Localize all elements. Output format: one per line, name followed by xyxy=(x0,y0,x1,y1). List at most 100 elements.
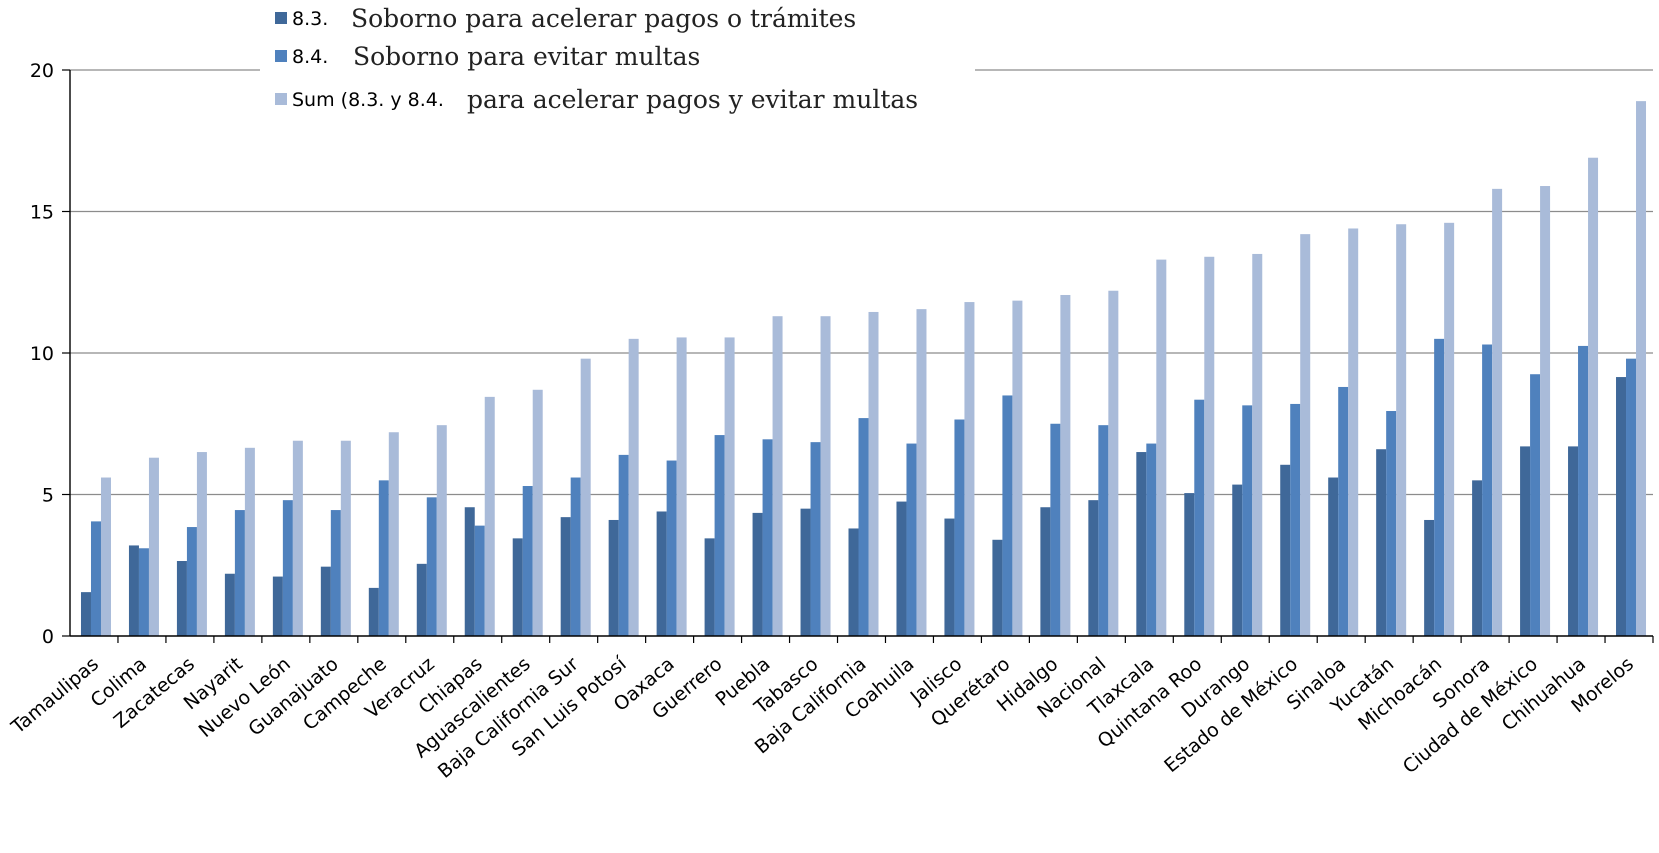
bar-8-3 xyxy=(1520,446,1531,636)
bar-8-4 xyxy=(618,454,629,636)
bar-8-3 xyxy=(512,538,523,636)
bar-sum xyxy=(1204,256,1215,636)
bar-8-3 xyxy=(1088,500,1099,636)
bar-sum xyxy=(1444,222,1455,636)
bar-8-4 xyxy=(762,439,773,636)
bar-8-4 xyxy=(330,510,341,636)
bar-sum xyxy=(1060,294,1071,636)
bar-8-3 xyxy=(1040,507,1051,636)
bar-8-4 xyxy=(810,442,821,636)
bar-8-4 xyxy=(858,418,869,636)
bar-sum xyxy=(340,440,351,636)
y-tick-label: 5 xyxy=(42,485,54,507)
bar-8-4 xyxy=(1338,386,1349,636)
bar-8-3 xyxy=(368,587,379,636)
bar-8-4 xyxy=(234,510,245,636)
bar-8-3 xyxy=(992,539,1003,636)
bar-8-3 xyxy=(1472,480,1483,636)
bar-8-4 xyxy=(1146,443,1157,636)
bar-sum xyxy=(580,358,591,636)
legend-swatch xyxy=(275,93,287,105)
bar-sum xyxy=(772,316,783,636)
bar-8-3 xyxy=(1376,449,1387,636)
bar-sum xyxy=(820,316,831,636)
bar-8-3 xyxy=(272,576,283,636)
legend-label: Soborno para acelerar pagos o trámites xyxy=(351,4,856,33)
bar-sum xyxy=(436,425,447,636)
bar-sum xyxy=(532,389,543,636)
bar-sum xyxy=(1492,188,1503,637)
bar-8-3 xyxy=(416,563,427,636)
bar-8-3 xyxy=(752,512,763,636)
bar-8-4 xyxy=(138,548,149,636)
bar-sum xyxy=(148,457,159,636)
bar-sum xyxy=(916,309,927,636)
bar-sum xyxy=(196,452,207,636)
bar-8-4 xyxy=(1482,344,1493,636)
bar-8-3 xyxy=(128,545,139,636)
bar-sum xyxy=(724,337,735,636)
bar-8-4 xyxy=(1050,423,1061,636)
bar-8-3 xyxy=(176,561,187,636)
bar-8-3 xyxy=(848,528,859,636)
bar-sum xyxy=(1396,224,1407,637)
bar-sum xyxy=(1012,300,1023,636)
legend-code: 8.4. xyxy=(292,46,328,68)
bar-8-3 xyxy=(1616,377,1627,636)
bar-sum xyxy=(676,337,687,636)
bar-8-4 xyxy=(186,527,197,636)
bar-8-4 xyxy=(522,486,533,636)
bar-sum xyxy=(628,338,639,636)
bar-8-4 xyxy=(1002,395,1013,636)
y-tick-label: 20 xyxy=(30,60,54,82)
bar-8-3 xyxy=(1280,464,1291,636)
bar-8-3 xyxy=(80,592,91,636)
bar-8-4 xyxy=(426,497,437,636)
bar-sum xyxy=(244,447,255,636)
y-tick-label: 0 xyxy=(42,626,54,648)
bar-sum xyxy=(484,396,495,636)
bar-sum xyxy=(1300,234,1311,636)
bar-sum xyxy=(1636,101,1647,636)
bar-sum xyxy=(964,302,975,636)
bar-8-4 xyxy=(906,443,917,636)
bar-8-4 xyxy=(1530,374,1541,636)
bar-sum xyxy=(1588,157,1599,637)
bar-8-3 xyxy=(1136,452,1147,636)
bar-sum xyxy=(1156,259,1167,636)
bar-8-4 xyxy=(954,419,965,636)
bar-8-4 xyxy=(714,435,725,636)
bar-sum xyxy=(868,311,879,636)
bar-8-3 xyxy=(1232,484,1243,636)
bar-8-4 xyxy=(1290,403,1301,636)
bar-sum xyxy=(100,477,111,636)
legend-swatch xyxy=(275,12,287,24)
legend-label: Soborno para evitar multas xyxy=(353,42,700,71)
bar-8-4 xyxy=(1194,399,1205,636)
bar-8-3 xyxy=(608,519,619,636)
bar-8-3 xyxy=(656,511,667,636)
bar-8-4 xyxy=(1578,345,1589,636)
bar-sum xyxy=(1252,253,1263,636)
bar-sum xyxy=(388,432,399,636)
legend-label: para acelerar pagos y evitar multas xyxy=(467,85,918,114)
y-axis-ticks: 0 5 10 15 20 xyxy=(30,60,70,648)
bar-sum xyxy=(1540,186,1551,636)
bar-8-3 xyxy=(1424,519,1435,636)
bar-8-4 xyxy=(666,460,677,636)
bar-8-3 xyxy=(464,507,475,636)
legend-swatch xyxy=(275,50,287,62)
bar-8-4 xyxy=(1626,358,1637,636)
bar-8-3 xyxy=(320,566,331,636)
y-tick-label: 15 xyxy=(30,202,54,224)
bar-sum xyxy=(292,440,303,636)
bar-sum xyxy=(1108,290,1119,636)
bar-8-4 xyxy=(282,500,293,636)
bar-8-3 xyxy=(704,538,715,636)
bar-8-4 xyxy=(1434,338,1445,636)
bar-8-3 xyxy=(560,517,571,636)
bar-8-4 xyxy=(90,521,101,636)
bar-sum xyxy=(1348,228,1359,637)
